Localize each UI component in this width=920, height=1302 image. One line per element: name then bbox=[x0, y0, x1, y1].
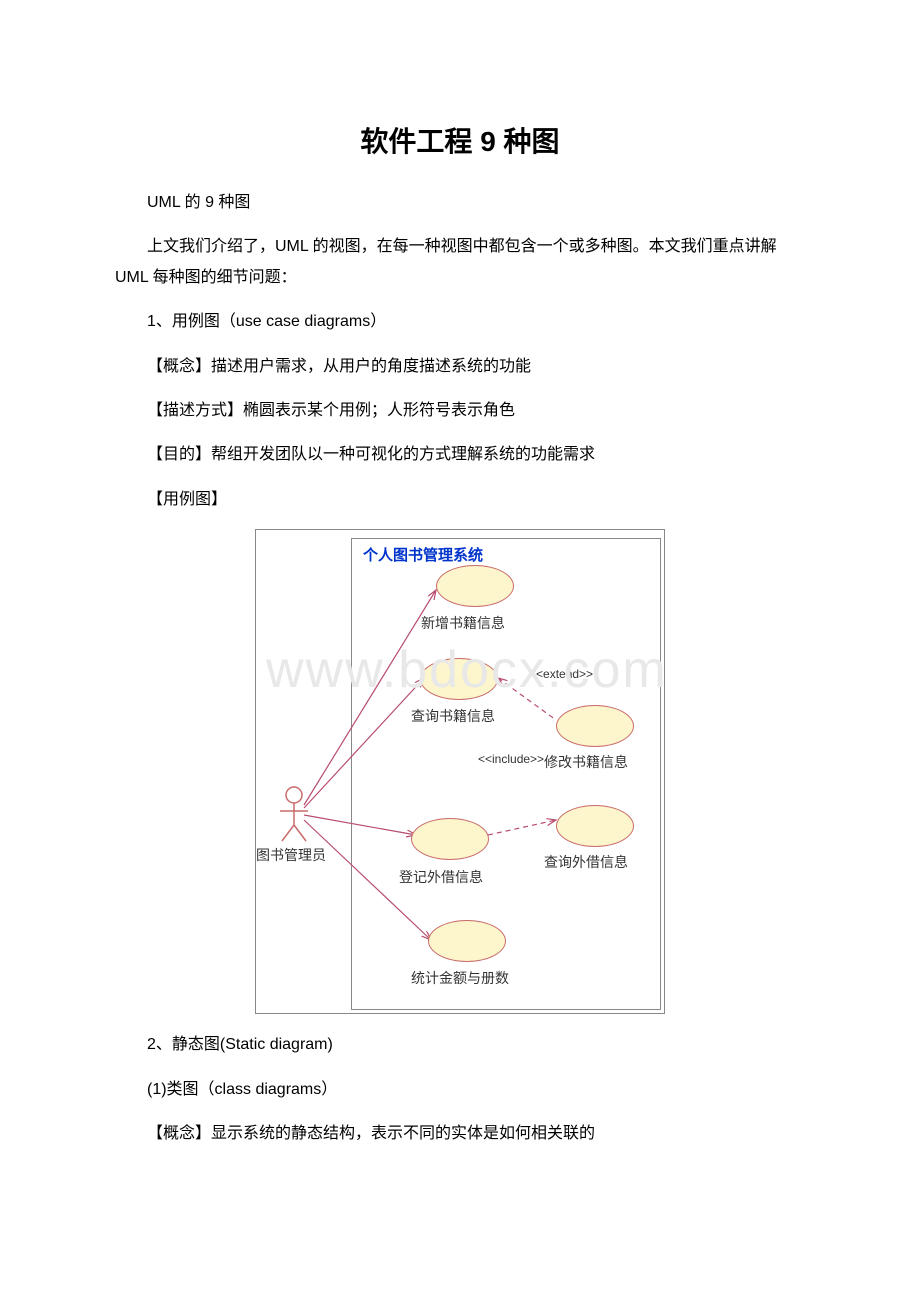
page-title: 软件工程 9 种图 bbox=[115, 120, 805, 160]
paragraph: 2、静态图(Static diagram) bbox=[115, 1030, 805, 1060]
paragraph: 上文我们介绍了，UML 的视图，在每一种视图中都包含一个或多种图。本文我们重点讲… bbox=[115, 232, 805, 293]
diagram-container: www.bdocx.com 个人图书管理系统 图书管理员新增书籍信息查询书籍信息… bbox=[115, 529, 805, 1014]
paragraph: 【概念】显示系统的静态结构，表示不同的实体是如何相关联的 bbox=[115, 1119, 805, 1149]
paragraph: 1、用例图（use case diagrams） bbox=[115, 307, 805, 337]
usecase-ellipse bbox=[420, 658, 498, 700]
usecase-label: 新增书籍信息 bbox=[421, 613, 505, 633]
usecase-label: 登记外借信息 bbox=[399, 867, 483, 887]
usecase-label: 统计金额与册数 bbox=[411, 968, 509, 988]
usecase-ellipse bbox=[556, 805, 634, 847]
paragraph: 【概念】描述用户需求，从用户的角度描述系统的功能 bbox=[115, 352, 805, 382]
usecase-ellipse bbox=[428, 920, 506, 962]
paragraph: (1)类图（class diagrams） bbox=[115, 1075, 805, 1105]
usecase-ellipse bbox=[411, 818, 489, 860]
usecase-ellipse bbox=[556, 705, 634, 747]
stereotype-label: <<extend>> bbox=[529, 667, 593, 681]
usecase-label: 查询书籍信息 bbox=[411, 706, 495, 726]
usecase-ellipse bbox=[436, 565, 514, 607]
system-boundary bbox=[351, 538, 661, 1010]
usecase-label: 修改书籍信息 bbox=[544, 752, 628, 772]
paragraph: 【用例图】 bbox=[115, 485, 805, 515]
paragraph: UML 的 9 种图 bbox=[115, 188, 805, 218]
actor-label: 图书管理员 bbox=[256, 845, 326, 865]
system-title: 个人图书管理系统 bbox=[363, 544, 483, 565]
stereotype-label: <<include>> bbox=[478, 752, 544, 766]
paragraph: 【描述方式】椭圆表示某个用例；人形符号表示角色 bbox=[115, 396, 805, 426]
usecase-label: 查询外借信息 bbox=[544, 852, 628, 872]
paragraph: 【目的】帮组开发团队以一种可视化的方式理解系统的功能需求 bbox=[115, 440, 805, 470]
actor-icon bbox=[274, 785, 314, 845]
usecase-diagram: www.bdocx.com 个人图书管理系统 图书管理员新增书籍信息查询书籍信息… bbox=[255, 529, 665, 1014]
